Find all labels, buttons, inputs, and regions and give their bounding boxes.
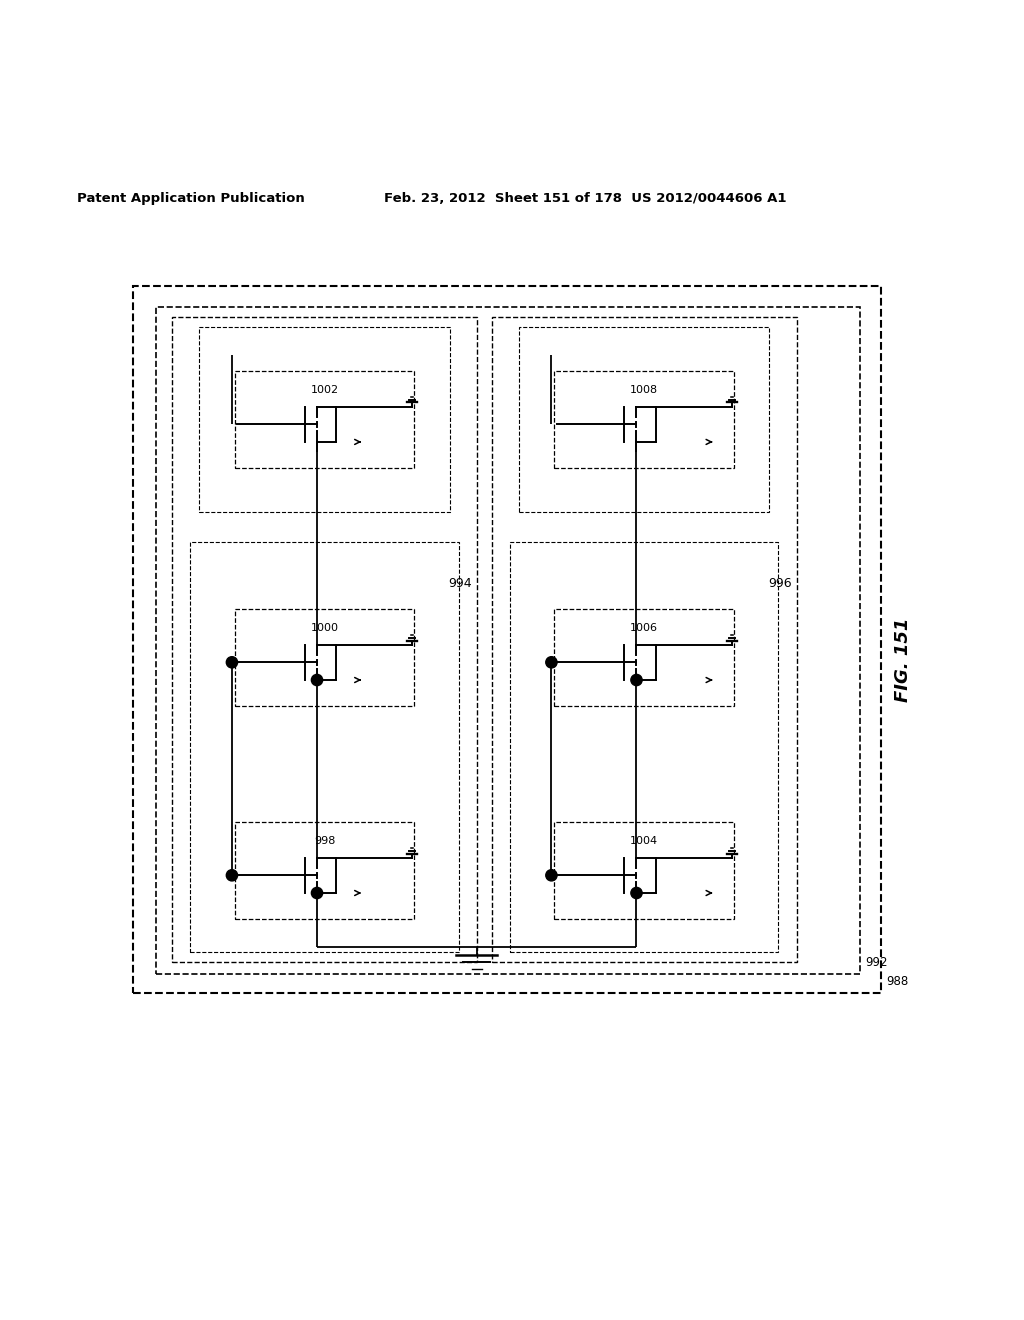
Bar [510,543,778,952]
Bar [236,371,414,469]
Circle shape [226,656,238,668]
Bar [236,609,414,706]
Text: 1004: 1004 [630,837,658,846]
Bar [519,327,769,512]
Text: Feb. 23, 2012  Sheet 151 of 178  US 2012/0044606 A1: Feb. 23, 2012 Sheet 151 of 178 US 2012/0… [384,191,786,205]
Text: 1002: 1002 [310,385,339,395]
Circle shape [226,870,238,880]
Text: 996: 996 [768,577,792,590]
Circle shape [631,887,642,899]
Bar [555,609,733,706]
Text: 988: 988 [886,974,908,987]
Circle shape [311,887,323,899]
Circle shape [546,870,557,880]
Text: Patent Application Publication: Patent Application Publication [77,191,304,205]
Bar [492,317,797,962]
Bar [200,327,450,512]
Bar [172,317,477,962]
Bar [190,543,459,952]
Text: 992: 992 [865,956,888,969]
Bar [156,306,860,974]
Bar [133,286,881,993]
Text: FIG. 151: FIG. 151 [894,618,912,702]
Circle shape [631,675,642,685]
Text: 998: 998 [314,837,335,846]
Circle shape [311,675,323,685]
Circle shape [546,656,557,668]
Bar [555,822,733,919]
Text: 1008: 1008 [630,385,658,395]
Text: 994: 994 [449,577,472,590]
Text: 1006: 1006 [630,623,658,634]
Text: 1000: 1000 [310,623,339,634]
Bar [555,371,734,469]
Bar [236,822,414,919]
